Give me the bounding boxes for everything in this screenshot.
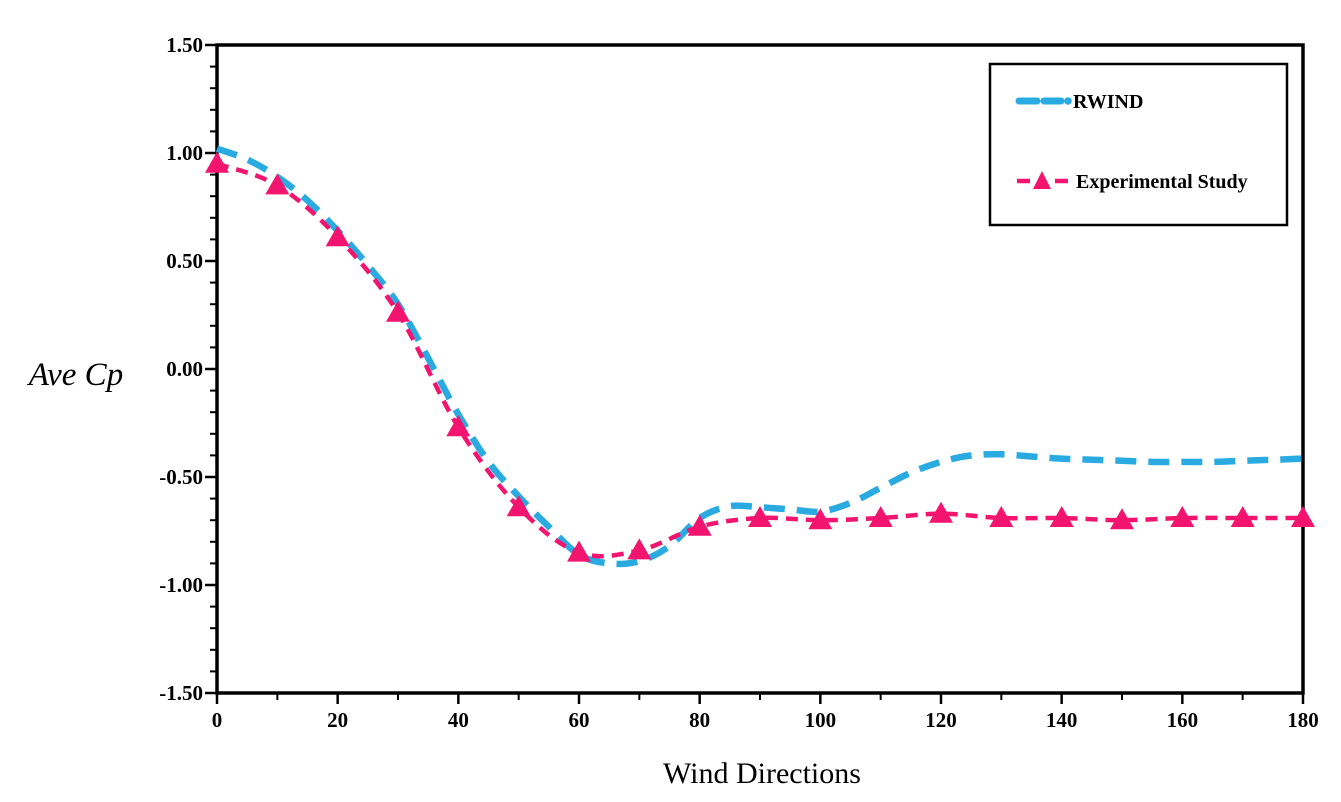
x-tick-label: 0: [212, 708, 223, 732]
y-tick-label: -0.50: [159, 465, 203, 489]
experimental-triangle-marker: [748, 506, 772, 527]
x-tick-label: 160: [1167, 708, 1199, 732]
experimental-triangle-marker: [1049, 506, 1074, 527]
experimental-triangle-marker: [567, 540, 591, 562]
x-tick-label: 20: [327, 708, 348, 732]
legend-label-experimental: Experimental Study: [1076, 171, 1248, 193]
experimental-triangle-marker: [446, 415, 471, 437]
axis-ticks: [205, 43, 1305, 704]
x-tick-label: 100: [805, 708, 837, 732]
experimental-triangle-marker: [868, 506, 893, 527]
data-series: [205, 145, 1315, 568]
legend-label-rwind: RWIND: [1073, 91, 1143, 113]
legend-box: [988, 62, 1289, 227]
experimental-triangle-marker: [687, 514, 712, 536]
y-tick-label: -1.50: [159, 681, 203, 705]
y-tick-label: 0.00: [166, 357, 203, 381]
rwind-legend-dot-icon: [1064, 97, 1072, 105]
experimental-triangle-marker: [265, 173, 290, 195]
experimental-triangle-marker: [1230, 506, 1255, 527]
x-tick-label: 60: [569, 708, 590, 732]
experimental-triangle-marker: [386, 300, 410, 322]
x-tick-label: 80: [689, 708, 710, 732]
experimental-triangle-marker: [808, 508, 833, 530]
experimental-triangle-marker: [929, 501, 953, 523]
legend: RWIND Experimental Study: [988, 62, 1289, 227]
experimental-triangle-marker: [506, 495, 531, 517]
y-tick-label: -1.00: [159, 573, 203, 597]
y-tick-label: 1.00: [166, 141, 203, 165]
experimental-line: [216, 161, 1303, 559]
x-tick-label: 140: [1046, 708, 1078, 732]
experimental-triangle-marker: [325, 225, 350, 247]
x-tick-label: 180: [1287, 708, 1319, 732]
y-tick-label: 0.50: [166, 249, 203, 273]
x-axis-title: Wind Directions: [663, 757, 861, 790]
x-tick-label: 40: [448, 708, 469, 732]
axis-tick-labels: 1.50 1.00 0.50 0.00 -0.50 -1.00 -1.50 0 20 40 60 80…: [159, 33, 1319, 732]
y-axis-title: Ave Cp: [27, 357, 123, 393]
y-tick-label: 1.50: [166, 33, 203, 57]
experimental-triangle-marker: [1110, 508, 1134, 530]
experimental-legend-triangle-icon: [1033, 171, 1051, 189]
experimental-triangle-marker: [1170, 506, 1195, 527]
x-tick-label: 120: [925, 708, 957, 732]
experimental-triangle-marker: [1291, 506, 1315, 527]
legend-item-experimental: Experimental Study: [1017, 171, 1248, 193]
experimental-triangle-marker: [627, 538, 652, 560]
legend-item-rwind: RWIND: [1015, 91, 1143, 113]
experimental-triangle-marker: [205, 151, 229, 173]
experimental-triangle-marker: [989, 506, 1014, 527]
